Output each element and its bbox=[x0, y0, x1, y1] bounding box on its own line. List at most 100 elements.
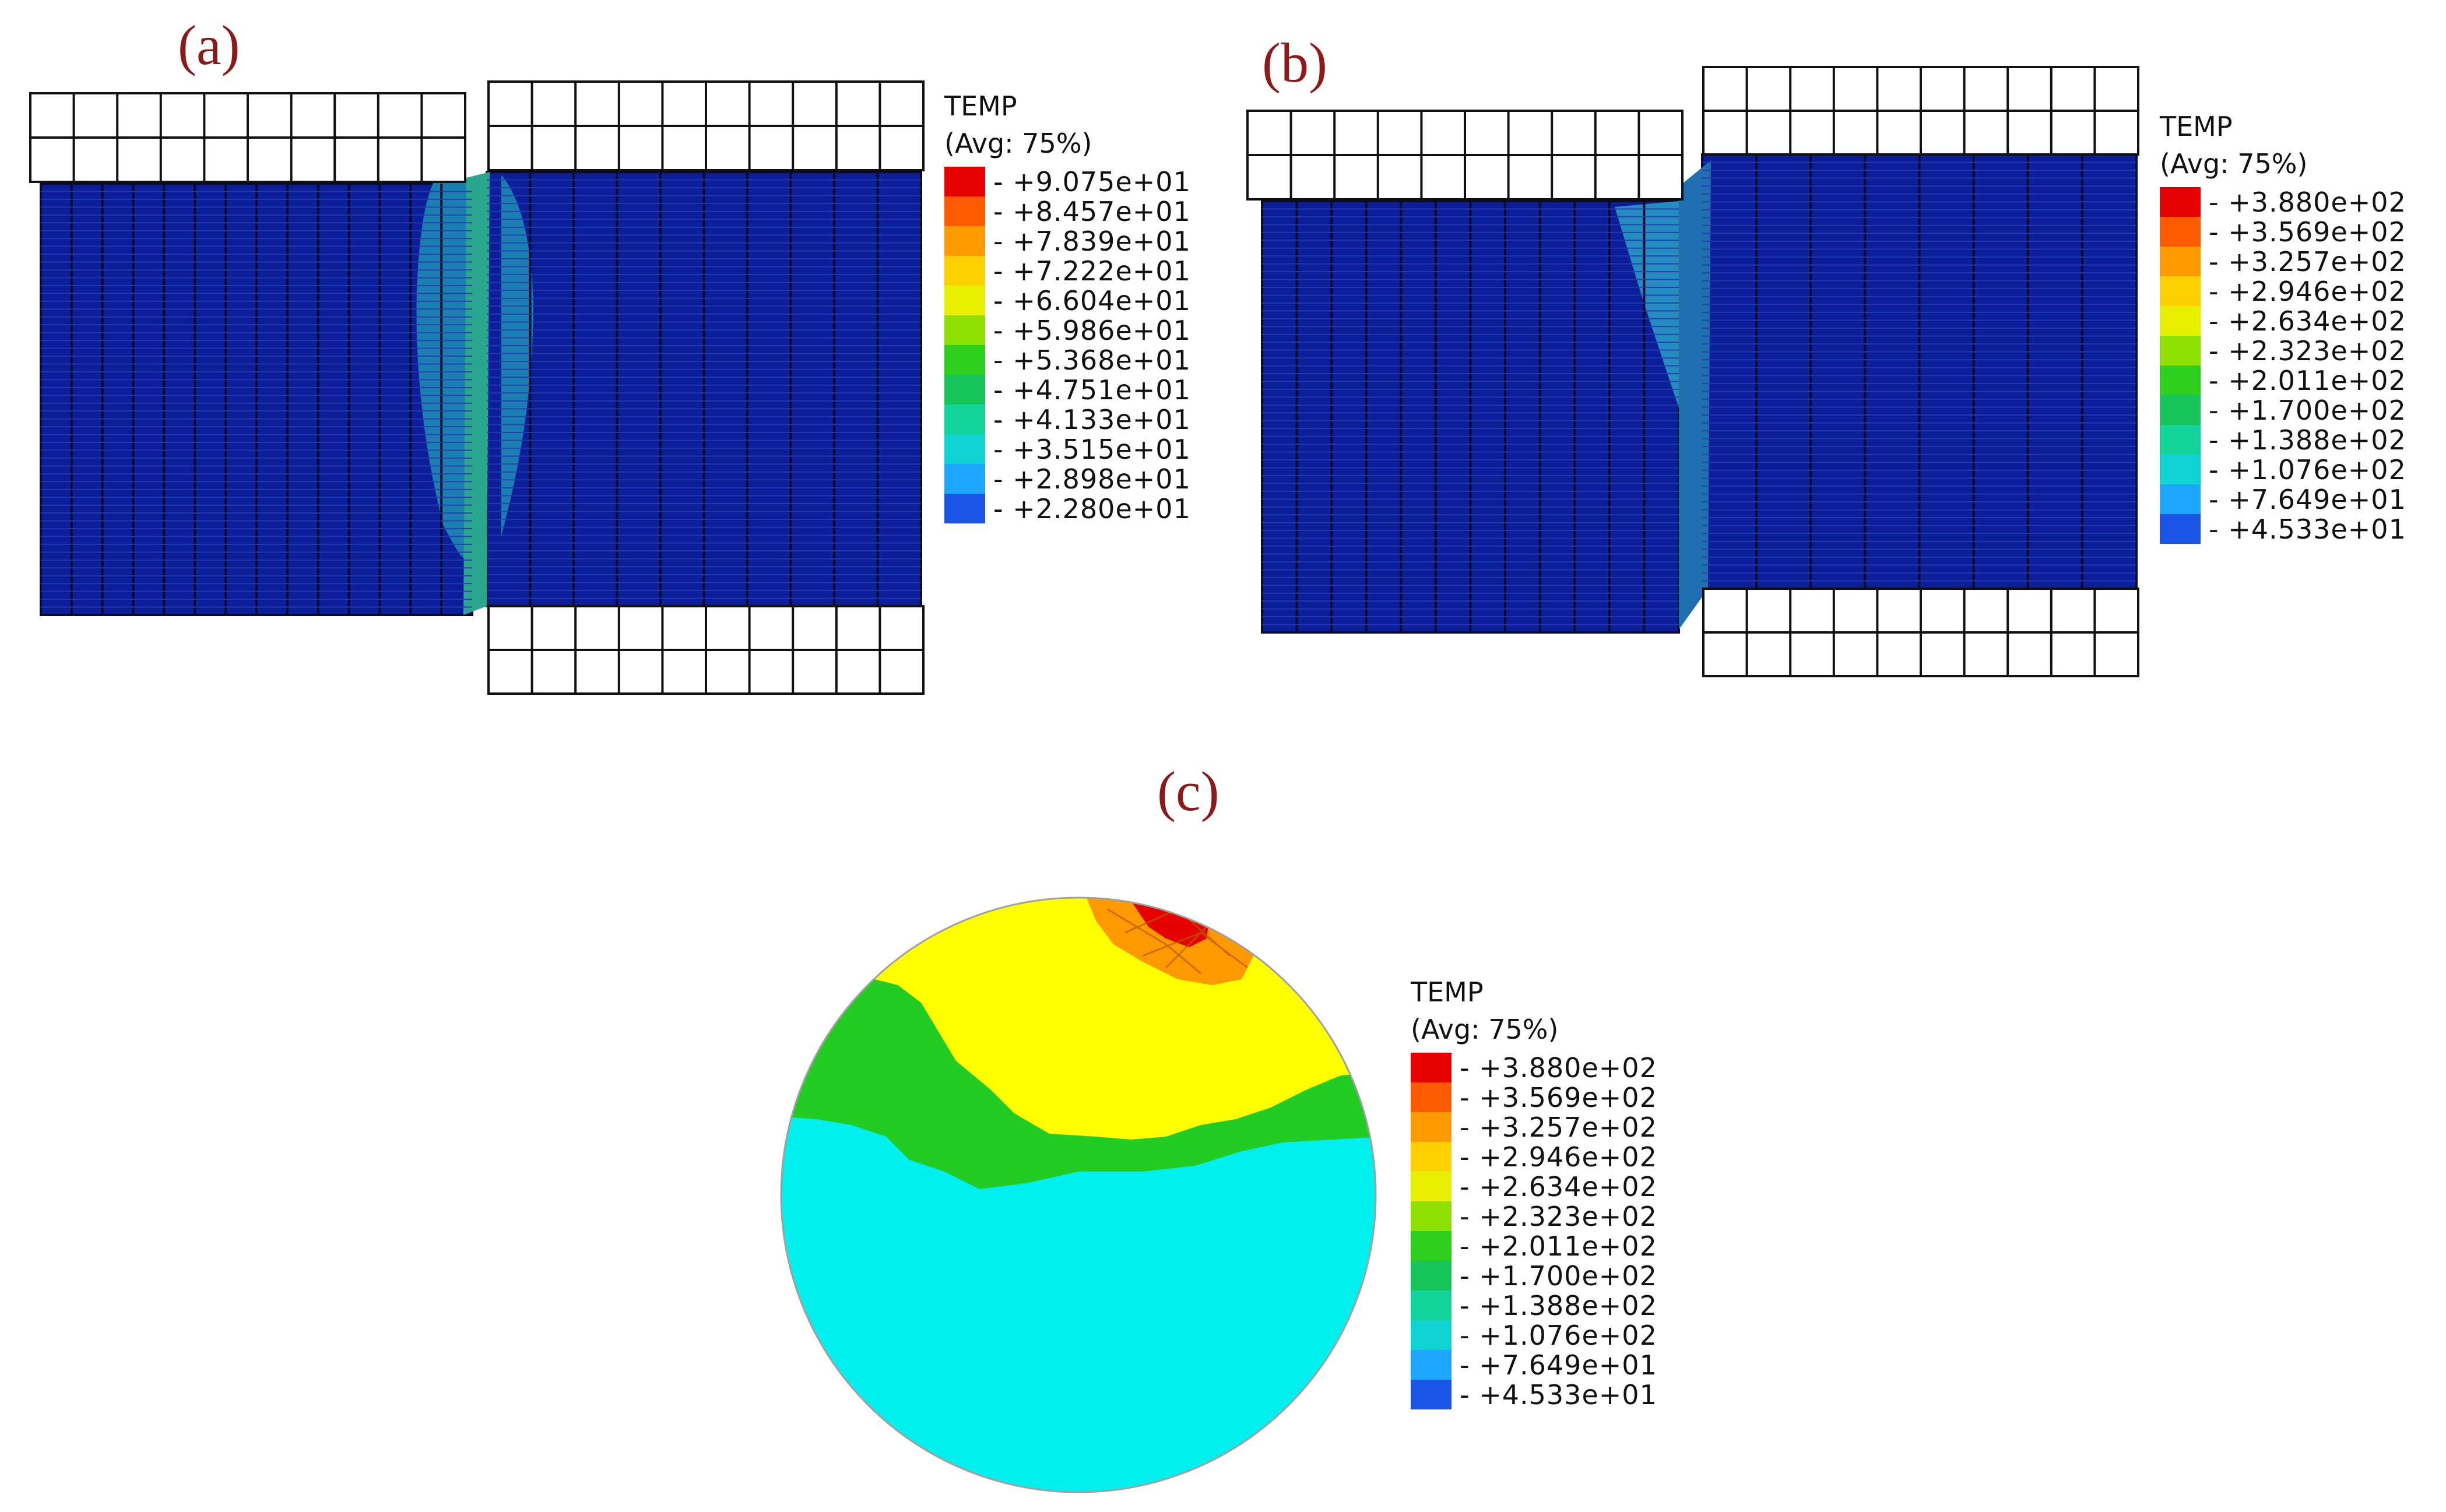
legend-b-value: - +4.533e+01 bbox=[2209, 513, 2406, 545]
legend-a-value: - +3.515e+01 bbox=[993, 433, 1191, 465]
legend-c-value: - +2.323e+02 bbox=[1460, 1200, 1657, 1232]
legend-c-value: - +1.076e+02 bbox=[1460, 1319, 1657, 1351]
panel-c-model bbox=[781, 898, 1376, 1492]
legend-c-row: - +4.533e+01 bbox=[1411, 1379, 1657, 1411]
legend-a-value: - +6.604e+01 bbox=[993, 284, 1191, 317]
legend-a-value: - +5.986e+01 bbox=[993, 314, 1191, 346]
dies-a bbox=[29, 80, 925, 695]
legend-a-row: - +9.075e+01 bbox=[944, 166, 1191, 198]
legend-c: TEMP (Avg: 75%) - +3.880e+02- +3.569e+02… bbox=[1411, 973, 1657, 1411]
legend-c-row: - +3.569e+02 bbox=[1411, 1081, 1657, 1113]
legend-b-swatch bbox=[2160, 306, 2201, 336]
legend-b: TEMP (Avg: 75%) - +3.880e+02- +3.569e+02… bbox=[2160, 108, 2406, 545]
legend-a-value: - +7.839e+01 bbox=[993, 225, 1191, 257]
legend-c-rows: - +3.880e+02- +3.569e+02- +3.257e+02- +2… bbox=[1411, 1052, 1657, 1411]
legend-a-swatch bbox=[944, 375, 985, 405]
legend-c-subtitle: (Avg: 75%) bbox=[1411, 1014, 1559, 1045]
legend-a-subtitle: (Avg: 75%) bbox=[944, 128, 1092, 159]
legend-a-row: - +2.280e+01 bbox=[944, 493, 1191, 525]
legend-b-swatch bbox=[2160, 514, 2201, 544]
legend-b-swatch bbox=[2160, 455, 2201, 484]
legend-a-row: - +5.368e+01 bbox=[944, 344, 1191, 376]
legend-b-swatch bbox=[2160, 365, 2201, 395]
legend-c-row: - +2.946e+02 bbox=[1411, 1141, 1657, 1173]
legend-c-title: TEMP bbox=[1411, 976, 1484, 1008]
legend-b-value: - +1.700e+02 bbox=[2209, 394, 2406, 426]
legend-a-swatch bbox=[944, 405, 985, 434]
legend-c-value: - +2.634e+02 bbox=[1460, 1170, 1657, 1202]
legend-c-row: - +2.011e+02 bbox=[1411, 1230, 1657, 1262]
legend-c-row: - +2.634e+02 bbox=[1411, 1170, 1657, 1202]
legend-a-swatch bbox=[944, 256, 985, 286]
legend-b-value: - +2.323e+02 bbox=[2209, 335, 2406, 367]
panel-a-model bbox=[29, 80, 925, 695]
legend-a-value: - +8.457e+01 bbox=[993, 195, 1191, 227]
legend-c-swatch bbox=[1411, 1112, 1452, 1142]
legend-b-value: - +1.076e+02 bbox=[2209, 453, 2406, 486]
legend-c-swatch bbox=[1411, 1231, 1452, 1261]
legend-c-row: - +2.323e+02 bbox=[1411, 1200, 1657, 1232]
mesh-a bbox=[41, 172, 921, 615]
legend-c-value: - +2.011e+02 bbox=[1460, 1230, 1657, 1262]
legend-c-swatch bbox=[1411, 1172, 1452, 1201]
legend-c-value: - +7.649e+01 bbox=[1460, 1349, 1657, 1381]
legend-a-rows: - +9.075e+01- +8.457e+01- +7.839e+01- +7… bbox=[944, 166, 1191, 525]
legend-b-swatch bbox=[2160, 484, 2201, 514]
legend-b-value: - +3.257e+02 bbox=[2209, 245, 2406, 277]
legend-a-row: - +2.898e+01 bbox=[944, 463, 1191, 495]
legend-b-value: - +2.946e+02 bbox=[2209, 275, 2406, 307]
legend-b-row: - +2.946e+02 bbox=[2160, 275, 2406, 307]
legend-c-value: - +3.257e+02 bbox=[1460, 1111, 1657, 1143]
legend-a: TEMP (Avg: 75%) - +9.075e+01- +8.457e+01… bbox=[944, 87, 1191, 525]
legend-b-rows: - +3.880e+02- +3.569e+02- +3.257e+02- +2… bbox=[2160, 186, 2406, 545]
legend-b-value: - +7.649e+01 bbox=[2209, 483, 2406, 515]
legend-a-value: - +4.133e+01 bbox=[993, 403, 1191, 435]
panel-label-b: (b) bbox=[1262, 31, 1327, 94]
legend-c-value: - +1.700e+02 bbox=[1460, 1260, 1657, 1292]
legend-c-value: - +3.569e+02 bbox=[1460, 1081, 1657, 1113]
mesh-b bbox=[1262, 154, 2136, 632]
legend-b-swatch bbox=[2160, 425, 2201, 455]
legend-c-swatch bbox=[1411, 1291, 1452, 1320]
legend-b-row: - +4.533e+01 bbox=[2160, 513, 2406, 545]
legend-a-swatch bbox=[944, 167, 985, 196]
panel-c-outline bbox=[780, 896, 1377, 1493]
legend-a-row: - +5.986e+01 bbox=[944, 314, 1191, 346]
legend-c-swatch bbox=[1411, 1142, 1452, 1172]
legend-c-swatch bbox=[1411, 1261, 1452, 1291]
legend-c-row: - +3.880e+02 bbox=[1411, 1052, 1657, 1084]
legend-b-swatch bbox=[2160, 217, 2201, 247]
legend-b-value: - +3.569e+02 bbox=[2209, 216, 2406, 248]
legend-b-title: TEMP bbox=[2160, 111, 2233, 142]
hot-zone-b bbox=[1615, 201, 1679, 408]
legend-b-subtitle: (Avg: 75%) bbox=[2160, 148, 2308, 180]
legend-c-swatch bbox=[1411, 1082, 1452, 1112]
legend-a-row: - +8.457e+01 bbox=[944, 195, 1191, 227]
legend-b-value: - +2.634e+02 bbox=[2209, 305, 2406, 337]
legend-c-swatch bbox=[1411, 1380, 1452, 1409]
legend-b-row: - +2.634e+02 bbox=[2160, 305, 2406, 337]
legend-b-swatch bbox=[2160, 187, 2201, 217]
legend-c-row: - +3.257e+02 bbox=[1411, 1111, 1657, 1143]
legend-c-swatch bbox=[1411, 1201, 1452, 1231]
legend-c-swatch bbox=[1411, 1053, 1452, 1082]
legend-c-value: - +2.946e+02 bbox=[1460, 1141, 1657, 1173]
legend-b-row: - +1.700e+02 bbox=[2160, 394, 2406, 426]
legend-c-swatch bbox=[1411, 1350, 1452, 1380]
legend-b-swatch bbox=[2160, 336, 2201, 365]
legend-b-swatch bbox=[2160, 247, 2201, 276]
legend-c-row: - +7.649e+01 bbox=[1411, 1349, 1657, 1381]
legend-a-swatch bbox=[944, 345, 985, 375]
panel-b-model bbox=[1246, 66, 2139, 677]
legend-c-row: - +1.700e+02 bbox=[1411, 1260, 1657, 1292]
legend-c-value: - +4.533e+01 bbox=[1460, 1379, 1657, 1411]
legend-a-swatch bbox=[944, 494, 985, 523]
legend-b-row: - +1.388e+02 bbox=[2160, 424, 2406, 456]
legend-a-value: - +2.280e+01 bbox=[993, 493, 1191, 525]
legend-b-row: - +3.880e+02 bbox=[2160, 186, 2406, 218]
legend-a-row: - +4.133e+01 bbox=[944, 403, 1191, 435]
legend-a-swatch bbox=[944, 315, 985, 345]
legend-b-swatch bbox=[2160, 395, 2201, 425]
legend-a-row: - +3.515e+01 bbox=[944, 433, 1191, 465]
legend-b-value: - +3.880e+02 bbox=[2209, 186, 2406, 218]
